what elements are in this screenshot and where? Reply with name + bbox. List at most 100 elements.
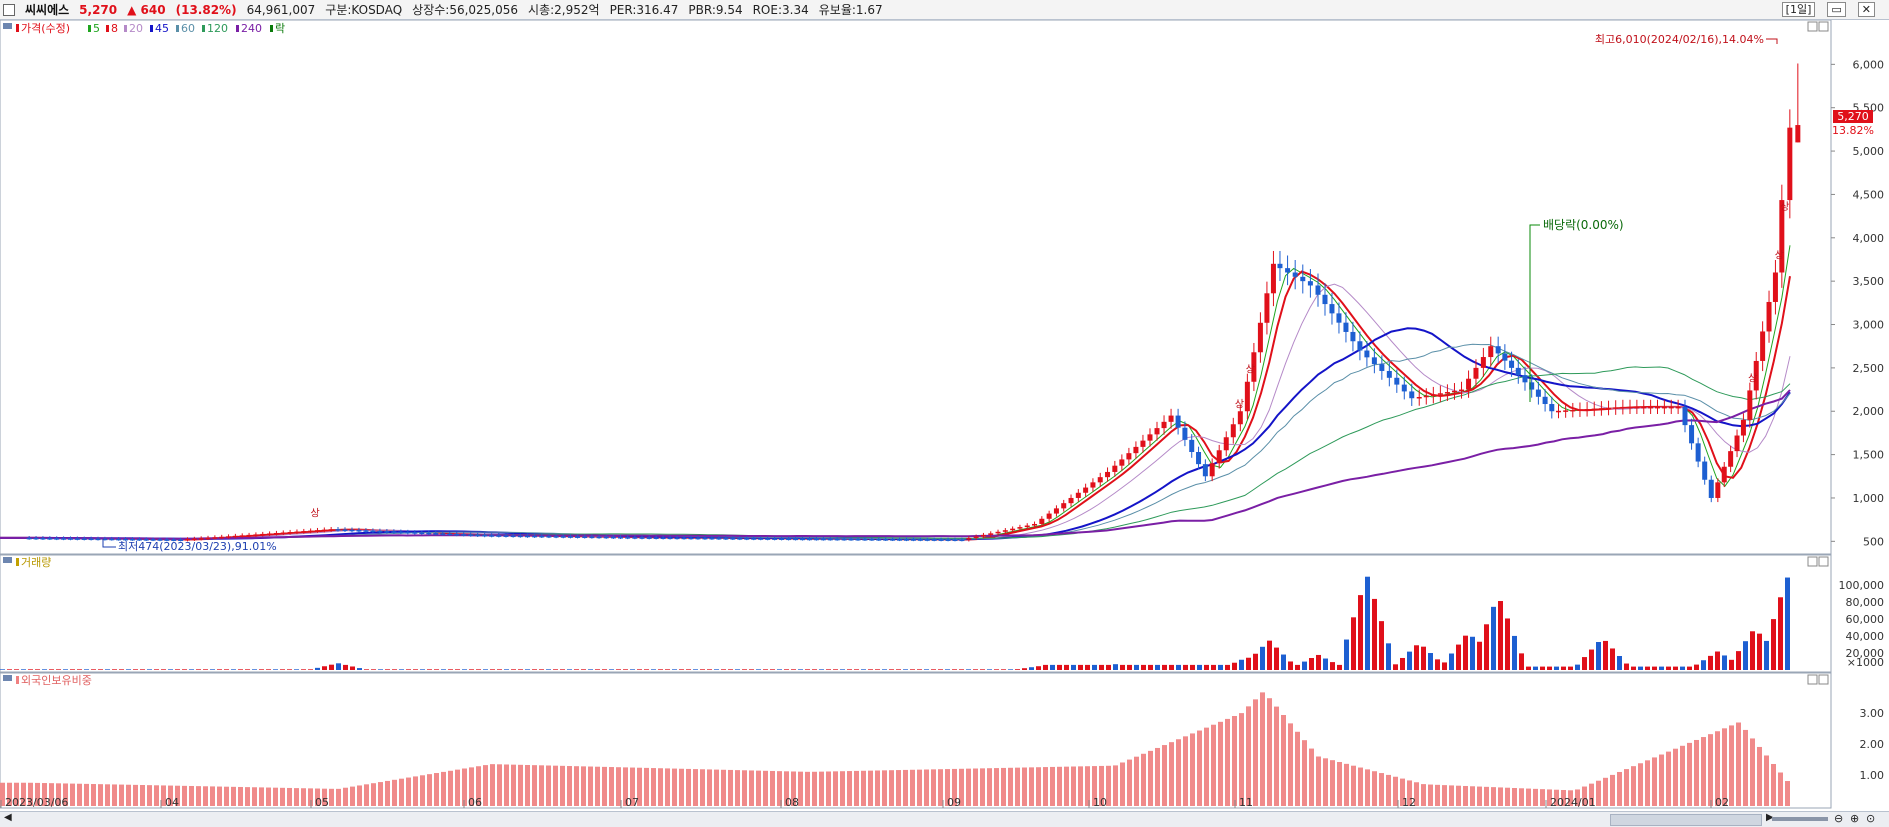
price-tick-label: 2,000: [1853, 405, 1885, 418]
foreign-bar: [1288, 723, 1293, 806]
volume-panel[interactable]: [0, 554, 1832, 673]
candle-body: [1437, 393, 1443, 395]
price-tick-label: 500: [1863, 535, 1884, 548]
volume-bar: [546, 669, 551, 670]
volume-bar: [1477, 641, 1482, 670]
volume-bar: [581, 669, 586, 670]
ma-legend-marker: [176, 25, 179, 32]
volume-bars[interactable]: [0, 576, 1790, 670]
scroll-right-icon[interactable]: ▶: [1766, 812, 1774, 823]
volume-bar: [175, 669, 180, 670]
candle-body: [74, 538, 80, 540]
volume-bar: [721, 669, 726, 670]
candle-body: [496, 535, 502, 537]
foreign-bar: [574, 766, 579, 806]
candle-body: [1779, 200, 1785, 273]
candle-body: [1216, 450, 1222, 464]
price-tick-label: 5,000: [1853, 145, 1885, 158]
scroll-thumb[interactable]: [1610, 814, 1762, 826]
foreign-bar: [196, 786, 201, 806]
candle-body: [1627, 406, 1633, 409]
foreign-bar: [1085, 766, 1090, 806]
candle-body: [1787, 127, 1793, 201]
volume-bar: [854, 669, 859, 670]
low-annotation: 최저474(2023/03/23),91.01%: [118, 540, 277, 553]
volume-bar: [1281, 654, 1286, 670]
zoom-out-icon[interactable]: ⊖: [1834, 812, 1844, 825]
volume-bar: [350, 666, 355, 670]
candle-body: [468, 534, 474, 536]
candle-body: [136, 539, 142, 541]
candle-body: [1105, 471, 1111, 478]
foreign-bar: [28, 782, 33, 806]
foreign-bar: [315, 788, 320, 806]
candle-body: [1307, 281, 1313, 286]
foreign-bar: [847, 771, 852, 806]
volume-bar: [1064, 664, 1069, 670]
candle-body: [475, 534, 481, 537]
panel-checkbox[interactable]: [3, 3, 15, 16]
volume-bar: [1771, 619, 1776, 670]
volume-bar: [1400, 657, 1405, 670]
window-restore-icon[interactable]: ▭: [1827, 2, 1846, 17]
volume-bar: [441, 669, 446, 670]
volume-bar: [7, 669, 12, 670]
foreign-bar: [364, 784, 369, 806]
candle-body: [143, 539, 149, 541]
candle-body: [47, 538, 53, 540]
volume-bar: [1106, 664, 1111, 670]
foreign-bar: [1596, 780, 1601, 806]
foreign-bar: [1554, 789, 1559, 806]
volume-panel-controls[interactable]: [1807, 556, 1829, 567]
legend-marker: [16, 676, 19, 684]
scroll-bar[interactable]: ◀ ▶ ⊖ ⊕ ⊙: [0, 811, 1889, 827]
panel-menu-icon[interactable]: [3, 23, 12, 29]
volume-bar: [161, 669, 166, 670]
period-button[interactable]: [1일]: [1781, 2, 1816, 17]
candle-body: [405, 531, 411, 534]
candle-body: [1740, 419, 1746, 436]
volume-bar: [1505, 618, 1510, 670]
foreign-bar: [1715, 731, 1720, 806]
zoom-slider[interactable]: [1772, 817, 1828, 821]
candle-body: [1032, 523, 1038, 526]
candle-body: [1734, 435, 1740, 452]
candle-body: [1563, 410, 1569, 412]
panel-menu-icon[interactable]: [3, 557, 12, 563]
foreign-bar: [826, 771, 831, 806]
price-panel[interactable]: [0, 19, 1832, 555]
volume-bar: [252, 669, 257, 670]
zoom-in-icon[interactable]: ⊕: [1850, 812, 1860, 825]
foreign-panel[interactable]: [0, 672, 1832, 809]
candle-body: [1394, 377, 1400, 385]
volume-bar: [917, 669, 922, 670]
volume-bar: [1498, 601, 1503, 670]
foreign-bar: [938, 769, 943, 806]
foreign-bar: [427, 774, 432, 806]
foreign-bar: [273, 787, 278, 806]
volume-bar: [476, 669, 481, 670]
volume-bar: [539, 669, 544, 670]
candle-body: [1175, 415, 1181, 428]
volume-bar: [812, 669, 817, 670]
candle-body: [1570, 409, 1576, 412]
foreign-bar: [1470, 786, 1475, 806]
candle-body: [639, 537, 645, 539]
close-icon[interactable]: ✕: [1857, 2, 1875, 17]
scroll-left-icon[interactable]: ◀: [4, 812, 12, 823]
candle-body: [807, 538, 812, 541]
per-value: PER:316.47: [609, 2, 679, 17]
price-panel-controls[interactable]: [1807, 21, 1829, 32]
volume-bar: [1386, 643, 1391, 670]
foreign-panel-controls[interactable]: [1807, 674, 1829, 685]
panel-menu-icon[interactable]: [3, 675, 12, 681]
foreign-bar: [1050, 766, 1055, 806]
foreign-bar: [1666, 751, 1671, 806]
foreign-bars[interactable]: [0, 692, 1790, 806]
stock-chart-svg[interactable]: 가격(수정) 5 8 20 45 60 120 240 락 거래량 외국인보유비중 상상상상상…: [0, 19, 1889, 812]
foreign-bar: [1127, 759, 1132, 806]
volume-bar: [329, 664, 334, 670]
zoom-reset-icon[interactable]: ⊙: [1866, 812, 1876, 825]
